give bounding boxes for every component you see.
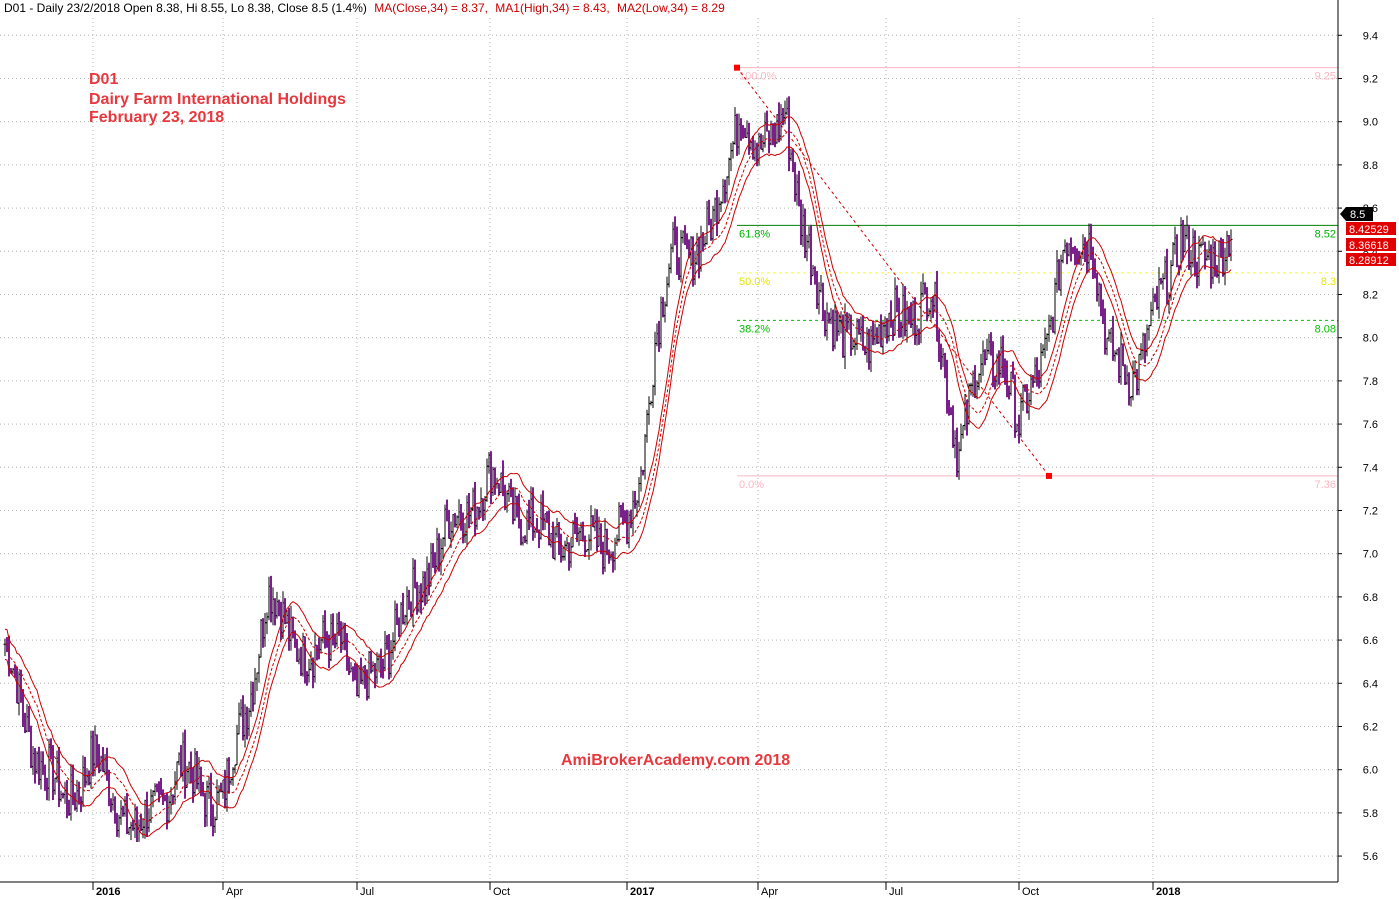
fib-percent-label: 61.8% <box>739 228 770 240</box>
y-tick-label: 7.6 <box>1363 419 1378 431</box>
watermark: AmiBrokerAcademy.com 2018 <box>561 752 790 769</box>
fib-value-label: 8.08 <box>1315 323 1336 335</box>
y-tick-label: 8.2 <box>1363 289 1378 301</box>
fib-value-label: 9.25 <box>1315 71 1336 83</box>
y-tick-label: 8.8 <box>1363 160 1378 172</box>
y-tick-label: 5.8 <box>1363 808 1378 820</box>
fib-high-marker <box>734 64 740 71</box>
x-tick-label: Apr <box>761 886 778 898</box>
y-tick-label: 6.0 <box>1363 765 1378 777</box>
y-tick-label: 7.8 <box>1363 376 1378 388</box>
moving-averages <box>4 116 1232 837</box>
ma-low-line <box>4 146 1232 837</box>
x-tick-label: 2017 <box>630 886 654 898</box>
fib-percent-label: 100.0% <box>739 71 777 83</box>
grid <box>0 18 1338 882</box>
fib-value-label: 8.52 <box>1315 228 1336 240</box>
fib-percent-label: 38.2% <box>739 323 770 335</box>
y-axis: 5.6 5.8 6.0 6.2 6.4 6.6 6.8 7.0 7.2 7.4 7.6 7.8 8.0 8… <box>1337 0 1378 882</box>
ma-value-box: 8.36618 <box>1346 238 1396 252</box>
x-tick-label: Jul <box>889 886 903 898</box>
ma-high-line <box>4 116 1232 807</box>
y-tick-label: 5.6 <box>1363 851 1378 863</box>
header-ma2: MA2(Low,34) = 8.29 <box>617 1 725 15</box>
x-axis: 2016 Apr Jul Oct 2017 Apr Jul Oct 2018 <box>0 881 1338 898</box>
x-tick-label: 2018 <box>1156 886 1180 898</box>
y-tick-label: 9.2 <box>1363 73 1378 85</box>
y-tick-label: 9.0 <box>1363 117 1378 129</box>
y-tick-label: 7.4 <box>1363 462 1378 474</box>
header-ma1: MA1(High,34) = 8.43, <box>495 1 609 15</box>
fib-low-marker <box>1046 472 1052 479</box>
header-bar: D01 - Daily 23/2/2018 Open 8.38, Hi 8.55… <box>4 1 725 15</box>
y-tick-label: 7.0 <box>1363 549 1378 561</box>
header-symbol-line: D01 - Daily 23/2/2018 Open 8.38, Hi 8.55… <box>4 1 367 15</box>
y-tick-label: 9.4 <box>1363 30 1378 42</box>
x-tick-label: Oct <box>493 886 510 898</box>
fib-value-label: 8.3 <box>1321 276 1336 288</box>
x-tick-label: 2016 <box>96 886 120 898</box>
x-tick-label: Jul <box>360 886 374 898</box>
last-price-label: 8.5 <box>1350 209 1365 221</box>
ma2-value-label: 8.28912 <box>1349 255 1389 267</box>
y-tick-label: 6.6 <box>1363 635 1378 647</box>
chart-title-date: February 23, 2018 <box>89 109 224 126</box>
ma1-value-box: 8.42529 <box>1346 222 1396 236</box>
fib-percent-label: 50.0% <box>739 276 770 288</box>
header-ma: MA(Close,34) = 8.37, <box>374 1 488 15</box>
fib-value-label: 7.36 <box>1315 479 1336 491</box>
chart-title-company: Dairy Farm International Holdings <box>89 91 346 108</box>
chart-title-ticker: D01 <box>89 71 118 88</box>
last-price-box: 8.5 <box>1340 207 1373 221</box>
ma-value-label: 8.36618 <box>1349 240 1389 252</box>
y-tick-label: 6.4 <box>1363 678 1378 690</box>
fibonacci-levels: 100.0% 9.25 61.8% 8.52 50.0% 8.3 38.2% 8.08 0.0%… <box>734 64 1338 491</box>
ma2-value-box: 8.28912 <box>1346 253 1396 267</box>
x-tick-label: Oct <box>1022 886 1039 898</box>
y-tick-label: 6.2 <box>1363 721 1378 733</box>
y-tick-label: 8.0 <box>1363 333 1378 345</box>
ma1-value-label: 8.42529 <box>1349 224 1389 236</box>
fib-percent-label: 0.0% <box>739 479 764 491</box>
y-tick-label: 7.2 <box>1363 505 1378 517</box>
x-tick-label: Apr <box>226 886 243 898</box>
y-tick-label: 6.8 <box>1363 592 1378 604</box>
